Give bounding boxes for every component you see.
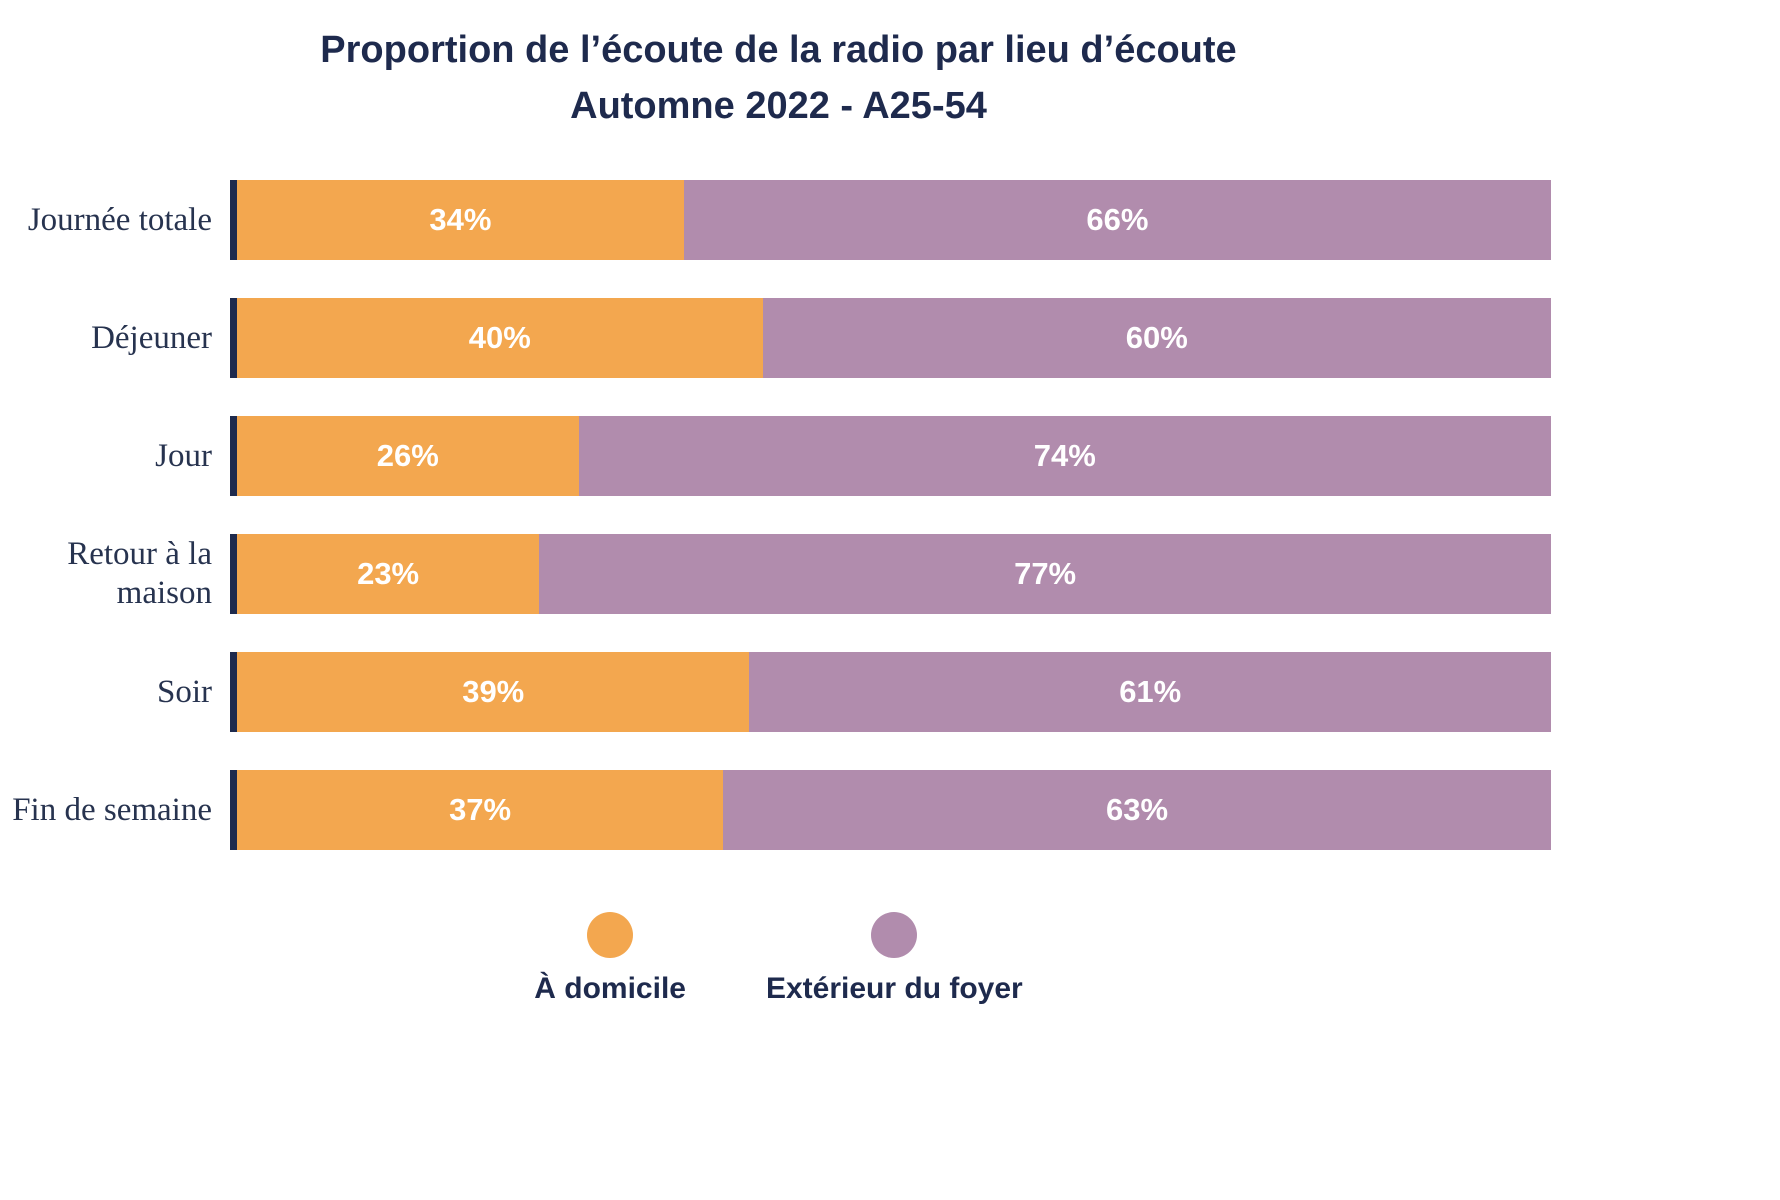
bar-value-label: 74%	[1033, 438, 1096, 473]
bar-segment-exterieur: 61%	[749, 652, 1551, 732]
bar-row: Fin de semaine 37% 63%	[6, 770, 1551, 850]
legend-label-exterieur: Extérieur du foyer	[765, 972, 1023, 1005]
bar-value-label: 61%	[1119, 674, 1182, 709]
bar-value-label: 26%	[376, 438, 439, 473]
bar-segment-exterieur: 66%	[683, 180, 1551, 260]
chart-title-line1: Proportion de l’écoute de la radio par l…	[320, 29, 1237, 71]
bar-segment-exterieur: 77%	[539, 534, 1551, 614]
bar-value-label: 39%	[462, 674, 525, 709]
legend-label-domicile: À domicile	[534, 972, 686, 1005]
bar-segment-domicile: 40%	[237, 298, 763, 378]
category-label: Journée totale	[27, 201, 212, 238]
bar-row: Jour 26% 74%	[6, 416, 1551, 496]
bar-value-label: 60%	[1125, 320, 1188, 355]
bar-segment-exterieur: 60%	[762, 298, 1551, 378]
bar-row: Journée totale 34% 66%	[6, 180, 1551, 260]
bar-value-label: 66%	[1086, 202, 1149, 237]
bar-value-label: 37%	[449, 792, 512, 827]
bar-value-label: 77%	[1014, 556, 1077, 591]
chart-title-line2: Automne 2022 - A25-54	[570, 85, 987, 127]
stacked-bar: 34% 66%	[230, 180, 1551, 260]
category-label: Déjeuner	[91, 319, 212, 356]
bar-value-label: 63%	[1106, 792, 1169, 827]
bar-segment-domicile: 26%	[237, 416, 579, 496]
chart-title: Proportion de l’écoute de la radio par l…	[6, 22, 1551, 134]
stacked-bar: 23% 77%	[230, 534, 1551, 614]
bar-segment-domicile: 37%	[237, 770, 724, 850]
bar-segment-domicile: 34%	[237, 180, 684, 260]
stacked-bar: 26% 74%	[230, 416, 1551, 496]
bar-value-label: 23%	[357, 556, 420, 591]
legend: À domicile Extérieur du foyer	[6, 912, 1551, 1006]
bar-value-label: 34%	[429, 202, 492, 237]
chart-container: Proportion de l’écoute de la radio par l…	[6, 0, 1551, 1006]
bar-segment-domicile: 39%	[237, 652, 750, 732]
category-label: Soir	[156, 673, 212, 710]
legend-dot-domicile	[587, 912, 634, 958]
stacked-bar: 39% 61%	[230, 652, 1551, 732]
stacked-bar: 40% 60%	[230, 298, 1551, 378]
stacked-bar: 37% 63%	[230, 770, 1551, 850]
category-label: Fin de semaine	[12, 791, 212, 828]
bar-row: Déjeuner 40% 60%	[6, 298, 1551, 378]
bar-segment-exterieur: 74%	[578, 416, 1551, 496]
bar-segment-exterieur: 63%	[723, 770, 1551, 850]
bar-row: Retour à la maison 23% 77%	[6, 534, 1551, 614]
bar-value-label: 40%	[468, 320, 531, 355]
legend-item-domicile: À domicile	[534, 912, 686, 1006]
bar-row: Soir 39% 61%	[6, 652, 1551, 732]
legend-item-exterieur: Extérieur du foyer	[766, 912, 1023, 1006]
category-label: Retour à la maison	[67, 536, 212, 611]
bar-chart: Journée totale 34% 66% Déjeuner 40% 60% …	[6, 180, 1551, 850]
category-label: Jour	[155, 437, 212, 474]
legend-dot-exterieur	[871, 912, 918, 958]
bar-segment-domicile: 23%	[237, 534, 540, 614]
